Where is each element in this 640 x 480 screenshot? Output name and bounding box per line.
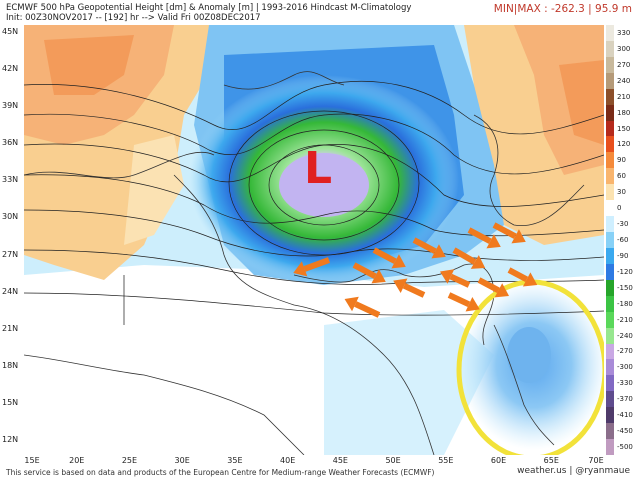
colorbar-swatch bbox=[606, 263, 614, 281]
colorbar-label: -270 bbox=[617, 347, 633, 356]
colorbar-label: -90 bbox=[617, 251, 629, 260]
colorbar-label: 90 bbox=[617, 156, 626, 165]
colorbar-swatch bbox=[606, 152, 614, 169]
colorbar-swatch bbox=[606, 247, 614, 265]
colorbar-label: -60 bbox=[617, 236, 629, 244]
colorbar-swatch bbox=[606, 232, 614, 249]
colorbar-swatch bbox=[606, 216, 614, 233]
colorbar-swatch bbox=[606, 375, 614, 392]
colorbar-label: 120 bbox=[617, 140, 631, 149]
colorbar-swatch bbox=[606, 136, 614, 153]
header: ECMWF 500 hPa Geopotential Height [dm] &… bbox=[0, 0, 640, 24]
colorbar-swatch bbox=[606, 391, 614, 408]
anomaly-colorbar: 330 300 270 240 210 180 150 120 90 60 30 0 -30 -60 -90… bbox=[606, 25, 640, 456]
longitude-label: 50E bbox=[385, 456, 401, 465]
longitude-label: 35E bbox=[227, 456, 243, 465]
latitude-label: 27N bbox=[2, 249, 19, 259]
colorbar-label: -180 bbox=[617, 299, 633, 308]
colorbar-label: -370 bbox=[617, 395, 633, 404]
longitude-label: 45E bbox=[332, 456, 348, 465]
colorbar-label: -30 bbox=[617, 220, 629, 229]
colorbar-swatch bbox=[606, 295, 614, 313]
latitude-label: 12N bbox=[2, 435, 19, 444]
colorbar-swatch bbox=[606, 359, 614, 376]
longitude-axis: 15E 20E 25E 30E 35E 40E 45E 50E 55E 60E 65E 70E bbox=[24, 456, 604, 466]
latitude-axis: 45N 42N 39N 36N 33N 30N 27N 24N 21N 18N 15N 12N bbox=[0, 25, 24, 455]
colorbar-label: -410 bbox=[617, 411, 633, 420]
longitude-label: 70E bbox=[588, 456, 604, 465]
map-subtitle: Init: 00Z30NOV2017 -- [192] hr --> Valid… bbox=[6, 13, 261, 23]
credit-label: weather.us | @ryanmaue bbox=[517, 466, 630, 476]
latitude-label: 21N bbox=[2, 323, 19, 333]
low-pressure-label: L bbox=[304, 143, 333, 194]
colorbar-label: 240 bbox=[617, 76, 631, 85]
colorbar-label: 60 bbox=[617, 172, 626, 181]
latitude-label: 45N bbox=[2, 27, 19, 36]
colorbar-swatch bbox=[606, 120, 614, 137]
colorbar-label: -330 bbox=[617, 379, 633, 388]
longitude-label: 15E bbox=[24, 456, 40, 465]
colorbar-swatch bbox=[606, 439, 614, 456]
colorbar-label: 270 bbox=[617, 60, 631, 69]
colorbar-label: 30 bbox=[617, 188, 626, 197]
colorbar-swatch bbox=[606, 184, 614, 201]
latitude-label: 36N bbox=[2, 138, 19, 148]
colorbar-swatch bbox=[606, 72, 614, 90]
colorbar-swatch bbox=[606, 279, 614, 297]
colorbar-label: -210 bbox=[617, 315, 633, 324]
colorbar-swatch bbox=[606, 311, 614, 329]
colorbar-label: -300 bbox=[617, 363, 633, 372]
latitude-label: 15N bbox=[2, 397, 19, 407]
colorbar-swatch bbox=[606, 168, 614, 185]
colorbar-swatch bbox=[606, 407, 614, 424]
longitude-label: 25E bbox=[121, 456, 138, 465]
colorbar-label: 150 bbox=[617, 124, 631, 133]
colorbar-label: 180 bbox=[617, 108, 631, 117]
latitude-label: 42N bbox=[2, 64, 19, 74]
colorbar-label: 300 bbox=[617, 44, 631, 53]
map-panel: L bbox=[24, 25, 604, 455]
colorbar-swatch bbox=[606, 25, 614, 42]
colorbar-swatch bbox=[606, 423, 614, 440]
colorbar-label: -120 bbox=[617, 267, 633, 276]
colorbar-swatch bbox=[606, 104, 614, 122]
longitude-label: 20E bbox=[69, 456, 85, 465]
latitude-label: 24N bbox=[2, 286, 19, 296]
colorbar-swatch bbox=[606, 327, 614, 344]
colorbar-label: -150 bbox=[617, 283, 633, 292]
colorbar-label: -450 bbox=[617, 427, 633, 436]
colorbar-label: 210 bbox=[617, 92, 631, 101]
colorbar-swatch bbox=[606, 56, 614, 74]
longitude-label: 40E bbox=[280, 456, 296, 465]
latitude-label: 30N bbox=[2, 212, 19, 222]
longitude-label: 60E bbox=[490, 456, 507, 465]
colorbar-label: -240 bbox=[617, 331, 633, 340]
longitude-label: 65E bbox=[543, 456, 559, 465]
longitude-label: 55E bbox=[438, 456, 454, 465]
colorbar-label: 330 bbox=[617, 28, 631, 37]
colorbar-label: 0 bbox=[617, 204, 622, 213]
latitude-label: 33N bbox=[2, 175, 19, 185]
colorbar-swatch bbox=[606, 88, 614, 106]
latitude-label: 39N bbox=[2, 101, 19, 111]
colorbar-swatch bbox=[606, 343, 614, 360]
minmax-label: MIN|MAX : -262.3 | 95.9 m bbox=[493, 3, 632, 15]
map-title: ECMWF 500 hPa Geopotential Height [dm] &… bbox=[6, 3, 412, 13]
longitude-label: 30E bbox=[174, 456, 190, 465]
colorbar-swatch bbox=[606, 200, 614, 217]
map-canvas bbox=[24, 25, 604, 455]
colorbar-label: -500 bbox=[617, 443, 633, 452]
latitude-label: 18N bbox=[2, 360, 19, 370]
data-disclaimer: This service is based on data and produc… bbox=[6, 468, 435, 477]
height-contours bbox=[24, 80, 604, 316]
colorbar-swatch bbox=[606, 40, 614, 58]
flow-arrows bbox=[293, 222, 538, 318]
footer: This service is based on data and produc… bbox=[0, 466, 640, 480]
